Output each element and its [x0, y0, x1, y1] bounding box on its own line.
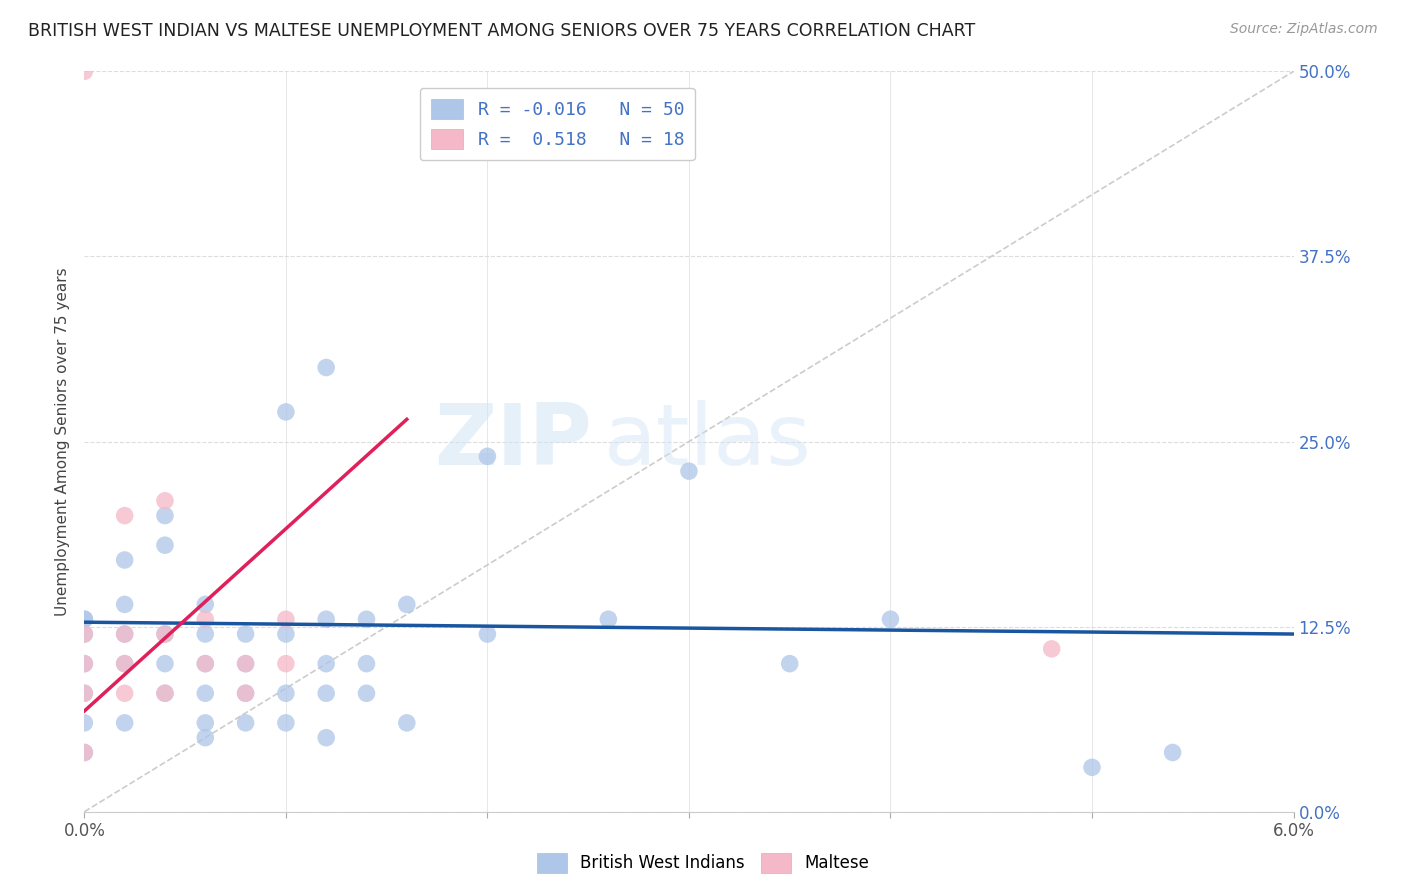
Point: [879, 612, 901, 626]
Point: [73, 657, 96, 671]
Point: [315, 360, 337, 375]
Point: [315, 731, 337, 745]
Point: [73, 746, 96, 760]
Point: [73, 64, 96, 78]
Point: [194, 657, 217, 671]
Point: [274, 612, 297, 626]
Point: [1081, 760, 1104, 774]
Point: [73, 612, 96, 626]
Y-axis label: Unemployment Among Seniors over 75 years: Unemployment Among Seniors over 75 years: [55, 268, 70, 615]
Point: [73, 612, 96, 626]
Point: [153, 686, 176, 700]
Point: [194, 612, 217, 626]
Point: [73, 627, 96, 641]
Point: [153, 657, 176, 671]
Legend: British West Indians, Maltese: British West Indians, Maltese: [530, 847, 876, 880]
Point: [235, 686, 257, 700]
Point: [153, 493, 176, 508]
Point: [274, 627, 297, 641]
Point: [73, 686, 96, 700]
Legend: R = -0.016   N = 50, R =  0.518   N = 18: R = -0.016 N = 50, R = 0.518 N = 18: [420, 87, 695, 161]
Point: [315, 612, 337, 626]
Point: [194, 686, 217, 700]
Point: [274, 405, 297, 419]
Point: [356, 612, 378, 626]
Point: [114, 553, 136, 567]
Point: [395, 598, 418, 612]
Point: [678, 464, 700, 478]
Point: [194, 657, 217, 671]
Point: [1040, 641, 1063, 656]
Point: [114, 686, 136, 700]
Point: [114, 598, 136, 612]
Point: [73, 715, 96, 730]
Point: [114, 657, 136, 671]
Text: BRITISH WEST INDIAN VS MALTESE UNEMPLOYMENT AMONG SENIORS OVER 75 YEARS CORRELAT: BRITISH WEST INDIAN VS MALTESE UNEMPLOYM…: [28, 22, 976, 40]
Text: Source: ZipAtlas.com: Source: ZipAtlas.com: [1230, 22, 1378, 37]
Point: [274, 686, 297, 700]
Point: [235, 657, 257, 671]
Point: [114, 627, 136, 641]
Point: [194, 715, 217, 730]
Point: [153, 627, 176, 641]
Point: [274, 657, 297, 671]
Point: [114, 627, 136, 641]
Point: [274, 715, 297, 730]
Point: [114, 715, 136, 730]
Point: [235, 715, 257, 730]
Point: [73, 627, 96, 641]
Point: [194, 627, 217, 641]
Point: [395, 715, 418, 730]
Point: [235, 627, 257, 641]
Point: [235, 686, 257, 700]
Point: [153, 538, 176, 552]
Point: [153, 508, 176, 523]
Point: [194, 598, 217, 612]
Point: [194, 731, 217, 745]
Point: [315, 686, 337, 700]
Point: [356, 657, 378, 671]
Point: [235, 657, 257, 671]
Point: [598, 612, 620, 626]
Point: [114, 657, 136, 671]
Point: [477, 627, 499, 641]
Point: [73, 746, 96, 760]
Point: [114, 508, 136, 523]
Point: [477, 450, 499, 464]
Point: [153, 686, 176, 700]
Point: [356, 686, 378, 700]
Point: [73, 686, 96, 700]
Point: [73, 657, 96, 671]
Point: [153, 627, 176, 641]
Point: [315, 657, 337, 671]
Point: [779, 657, 801, 671]
Text: ZIP: ZIP: [434, 400, 592, 483]
Point: [1161, 746, 1184, 760]
Text: atlas: atlas: [605, 400, 813, 483]
